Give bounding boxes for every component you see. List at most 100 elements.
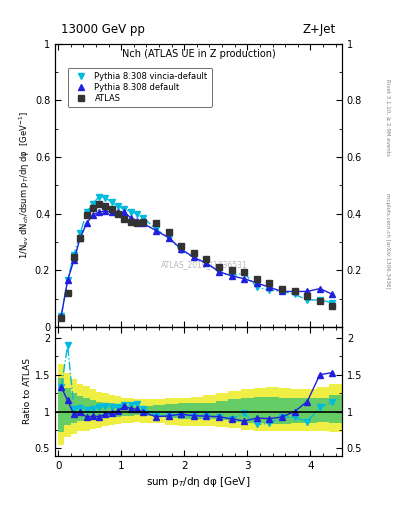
ATLAS	[72, 254, 76, 261]
X-axis label: sum p$_T$/dη dφ [GeV]: sum p$_T$/dη dφ [GeV]	[146, 475, 251, 489]
Pythia 8.308 vincia-default	[141, 215, 146, 221]
Pythia 8.308 default	[204, 260, 209, 266]
Pythia 8.308 vincia-default	[318, 297, 322, 303]
ATLAS	[97, 201, 101, 207]
ATLAS	[103, 203, 108, 209]
Pythia 8.308 default	[84, 220, 89, 226]
Pythia 8.308 default	[318, 286, 322, 292]
Pythia 8.308 vincia-default	[305, 297, 310, 303]
ATLAS	[204, 256, 209, 262]
Line: ATLAS: ATLAS	[59, 201, 335, 322]
ATLAS	[166, 229, 171, 235]
Pythia 8.308 default	[217, 269, 221, 275]
Pythia 8.308 default	[267, 284, 272, 290]
Pythia 8.308 default	[305, 288, 310, 294]
Pythia 8.308 vincia-default	[292, 291, 297, 297]
ATLAS	[330, 303, 335, 309]
Pythia 8.308 vincia-default	[330, 300, 335, 306]
Pythia 8.308 default	[330, 291, 335, 297]
ATLAS	[280, 286, 285, 292]
Pythia 8.308 vincia-default	[122, 206, 127, 212]
Pythia 8.308 vincia-default	[242, 270, 246, 276]
Text: 13000 GeV pp: 13000 GeV pp	[61, 24, 145, 36]
Text: mcplots.cern.ch [arXiv:1306.3436]: mcplots.cern.ch [arXiv:1306.3436]	[385, 193, 390, 288]
Pythia 8.308 vincia-default	[65, 277, 70, 283]
Pythia 8.308 vincia-default	[280, 288, 285, 294]
Text: ATLAS_2019_I1736531: ATLAS_2019_I1736531	[161, 260, 248, 269]
Pythia 8.308 vincia-default	[204, 260, 209, 266]
ATLAS	[254, 275, 259, 282]
ATLAS	[267, 280, 272, 286]
Pythia 8.308 vincia-default	[229, 273, 234, 279]
Pythia 8.308 vincia-default	[84, 209, 89, 215]
Pythia 8.308 vincia-default	[217, 269, 221, 275]
Pythia 8.308 default	[65, 277, 70, 283]
Pythia 8.308 vincia-default	[154, 226, 158, 232]
Text: Nch (ATLAS UE in Z production): Nch (ATLAS UE in Z production)	[121, 49, 275, 59]
Pythia 8.308 default	[103, 208, 108, 214]
ATLAS	[90, 205, 95, 211]
Pythia 8.308 default	[166, 234, 171, 241]
ATLAS	[191, 250, 196, 257]
Text: Z+Jet: Z+Jet	[303, 24, 336, 36]
Pythia 8.308 default	[242, 275, 246, 282]
ATLAS	[217, 264, 221, 270]
ATLAS	[305, 293, 310, 299]
ATLAS	[292, 288, 297, 294]
Pythia 8.308 vincia-default	[179, 247, 184, 253]
ATLAS	[84, 212, 89, 218]
ATLAS	[116, 210, 120, 217]
ATLAS	[59, 315, 64, 322]
ATLAS	[179, 243, 184, 249]
Pythia 8.308 vincia-default	[97, 194, 101, 200]
Pythia 8.308 vincia-default	[116, 203, 120, 209]
Pythia 8.308 default	[179, 246, 184, 252]
Line: Pythia 8.308 default: Pythia 8.308 default	[59, 208, 335, 318]
Pythia 8.308 vincia-default	[135, 210, 140, 217]
Pythia 8.308 vincia-default	[109, 199, 114, 205]
Text: Rivet 3.1.10, ≥ 2.9M events: Rivet 3.1.10, ≥ 2.9M events	[385, 79, 390, 156]
ATLAS	[242, 269, 246, 275]
Pythia 8.308 vincia-default	[90, 201, 95, 207]
Pythia 8.308 vincia-default	[103, 195, 108, 201]
Pythia 8.308 default	[109, 209, 114, 215]
Pythia 8.308 vincia-default	[254, 284, 259, 290]
Pythia 8.308 default	[135, 218, 140, 224]
ATLAS	[122, 216, 127, 222]
Pythia 8.308 vincia-default	[78, 230, 83, 237]
ATLAS	[318, 298, 322, 305]
ATLAS	[229, 267, 234, 273]
Pythia 8.308 default	[229, 273, 234, 279]
Pythia 8.308 vincia-default	[72, 251, 76, 258]
Pythia 8.308 default	[129, 215, 133, 221]
Pythia 8.308 vincia-default	[191, 254, 196, 261]
ATLAS	[154, 220, 158, 226]
Pythia 8.308 default	[191, 254, 196, 261]
Pythia 8.308 default	[90, 212, 95, 218]
Pythia 8.308 default	[141, 220, 146, 226]
Legend: Pythia 8.308 vincia-default, Pythia 8.308 default, ATLAS: Pythia 8.308 vincia-default, Pythia 8.30…	[68, 68, 212, 107]
ATLAS	[65, 290, 70, 296]
Y-axis label: Ratio to ATLAS: Ratio to ATLAS	[23, 358, 32, 424]
ATLAS	[109, 206, 114, 212]
ATLAS	[141, 219, 146, 225]
Pythia 8.308 default	[280, 288, 285, 294]
Pythia 8.308 default	[72, 257, 76, 263]
Y-axis label: 1/N$_{ev}$ dN$_{ch}$/dsum p$_T$/dη dφ  [GeV$^{-1}$]: 1/N$_{ev}$ dN$_{ch}$/dsum p$_T$/dη dφ [G…	[18, 112, 32, 259]
Pythia 8.308 default	[59, 312, 64, 318]
Pythia 8.308 vincia-default	[166, 234, 171, 241]
ATLAS	[78, 234, 83, 241]
ATLAS	[129, 219, 133, 225]
Pythia 8.308 default	[97, 209, 101, 215]
Pythia 8.308 vincia-default	[267, 287, 272, 293]
Pythia 8.308 default	[254, 280, 259, 286]
Pythia 8.308 vincia-default	[129, 209, 133, 215]
Pythia 8.308 default	[78, 234, 83, 241]
Pythia 8.308 default	[116, 209, 120, 215]
Line: Pythia 8.308 vincia-default: Pythia 8.308 vincia-default	[59, 194, 335, 318]
Pythia 8.308 vincia-default	[59, 312, 64, 318]
Pythia 8.308 default	[154, 227, 158, 233]
ATLAS	[135, 220, 140, 226]
Pythia 8.308 default	[122, 209, 127, 215]
Pythia 8.308 default	[292, 288, 297, 294]
